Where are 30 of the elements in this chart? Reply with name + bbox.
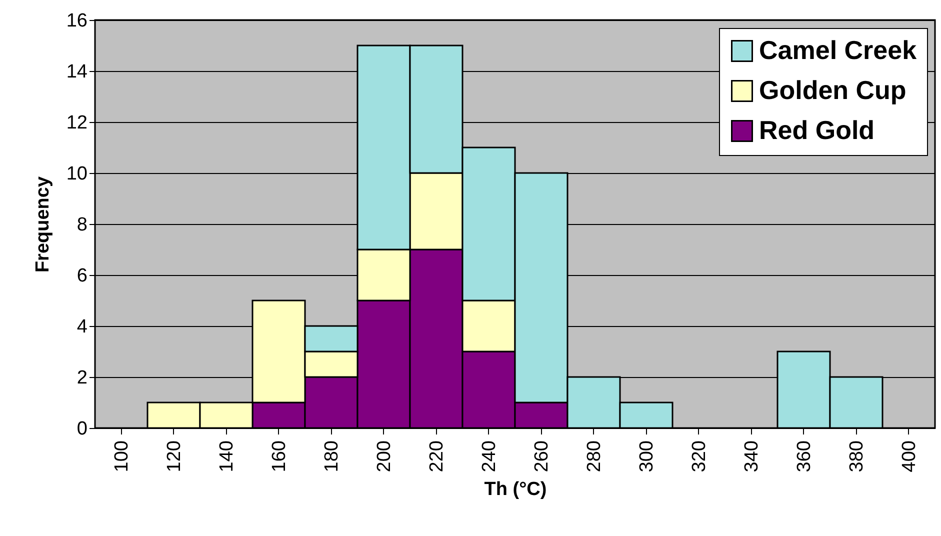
x-tick-label: 140	[216, 440, 238, 472]
x-tick-label: 400	[898, 440, 920, 472]
x-axis-title: Th (°C)	[484, 479, 547, 500]
y-tick-label: 8	[76, 214, 88, 236]
x-tick-label: 240	[478, 440, 500, 472]
x-tick-label: 160	[268, 440, 290, 472]
x-tick-label: 340	[741, 440, 762, 472]
x-tick-label: 300	[636, 440, 658, 472]
y-tick-label: 6	[76, 266, 88, 286]
x-tick-label: 100	[111, 440, 132, 472]
x-tick-label: 260	[531, 440, 552, 472]
legend-label: Red Gold	[759, 115, 875, 145]
legend-label: Golden Cup	[759, 75, 906, 105]
x-tick-label: 280	[584, 440, 605, 472]
y-axis-title: Frequency	[32, 176, 54, 273]
x-tick-label: 380	[846, 440, 868, 472]
x-tick-label: 360	[794, 440, 815, 472]
y-tick-label: 0	[76, 418, 88, 440]
legend-label: Camel Creek	[759, 35, 918, 65]
y-tick-label: 12	[66, 112, 88, 134]
x-tick-label: 120	[164, 440, 185, 472]
x-tick-label: 180	[321, 440, 342, 472]
x-tick-label: 320	[688, 440, 710, 472]
y-tick-label: 10	[66, 164, 88, 184]
y-tick-label: 2	[76, 368, 88, 388]
y-tick-label: 4	[76, 316, 88, 338]
x-tick-label: 200	[374, 440, 395, 472]
y-tick-label: 16	[66, 10, 88, 32]
x-tick-label: 220	[426, 440, 448, 472]
y-tick-label: 14	[66, 62, 88, 82]
